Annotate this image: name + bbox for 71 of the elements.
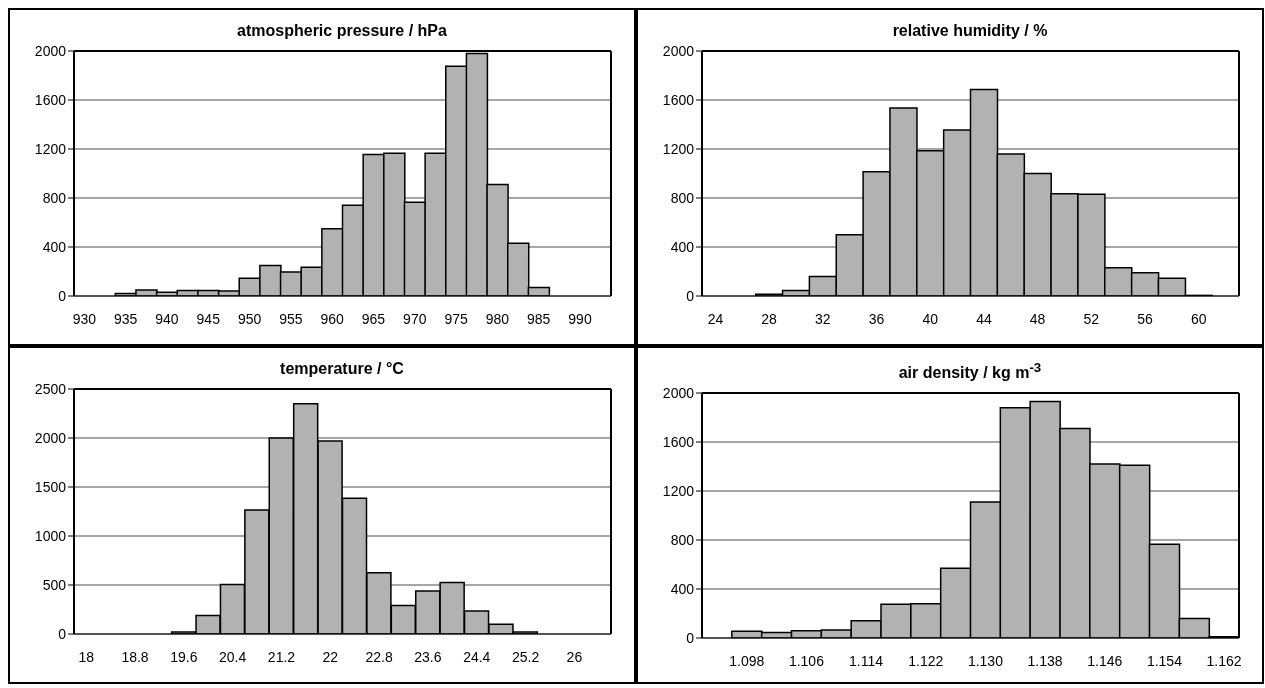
x-tick-label: 18 — [78, 648, 95, 665]
y-tick-label: 1600 — [34, 91, 67, 108]
x-tick-label: 980 — [485, 310, 510, 327]
y-tick-label: 1200 — [662, 483, 695, 500]
x-tick-label: 965 — [361, 310, 386, 327]
y-tick-label: 2000 — [662, 385, 695, 402]
x-tick-label: 22.8 — [365, 648, 393, 665]
y-tick-label: 1000 — [34, 527, 67, 544]
y-tick-label: 2000 — [34, 429, 67, 446]
x-tick-label: 1.106 — [788, 653, 825, 670]
x-tick-label: 935 — [113, 310, 138, 327]
y-tick-label: 800 — [670, 532, 695, 549]
y-tick-label: 2000 — [34, 42, 67, 59]
y-tick-label: 2000 — [662, 42, 695, 59]
y-tick-label: 1600 — [662, 91, 695, 108]
chart-title: atmospheric pressure / hPa — [236, 22, 448, 40]
x-tick-label: 21.2 — [267, 648, 296, 665]
x-tick-label: 1.154 — [1146, 653, 1183, 670]
x-tick-label: 985 — [527, 310, 551, 327]
y-tick-label: 0 — [58, 287, 67, 304]
x-tick-label: 1.146 — [1087, 653, 1123, 670]
y-tick-label: 400 — [670, 581, 695, 598]
x-tick-label: 26 — [566, 648, 583, 665]
x-tick-label: 40 — [922, 310, 939, 327]
x-tick-label: 48 — [1029, 310, 1046, 327]
x-tick-label: 23.6 — [414, 648, 442, 665]
x-tick-label: 18.8 — [121, 648, 149, 665]
x-tick-label: 25.2 — [511, 648, 540, 665]
x-tick-label: 22 — [322, 648, 339, 665]
x-tick-label: 955 — [279, 310, 303, 327]
x-tick-label: 32 — [815, 310, 831, 327]
y-tick-label: 800 — [42, 189, 67, 206]
x-tick-label: 990 — [568, 310, 592, 327]
x-tick-label: 24.4 — [463, 648, 491, 665]
x-tick-label: 970 — [403, 310, 427, 327]
y-tick-label: 0 — [58, 625, 67, 642]
x-tick-label: 1.098 — [729, 653, 765, 670]
y-tick-label: 400 — [42, 238, 67, 255]
x-tick-label: 1.114 — [849, 653, 884, 670]
x-tick-label: 940 — [155, 310, 179, 327]
x-tick-label: 930 — [72, 310, 97, 327]
y-tick-label: 800 — [670, 189, 695, 206]
x-tick-label: 1.162 — [1206, 653, 1242, 670]
x-tick-label: 44 — [976, 310, 992, 327]
y-tick-label: 0 — [686, 287, 695, 304]
y-tick-label: 1200 — [662, 140, 695, 157]
x-tick-label: 1.130 — [967, 653, 1004, 670]
chart-title: relative humidity / % — [891, 22, 1049, 40]
x-tick-label: 960 — [320, 310, 345, 327]
y-tick-label: 1500 — [34, 478, 67, 495]
x-tick-label: 24 — [707, 310, 724, 327]
x-tick-label: 19.6 — [170, 648, 198, 665]
chart-title: temperature / °C — [279, 360, 405, 378]
x-tick-label: 20.4 — [219, 648, 247, 665]
x-tick-label: 28 — [761, 310, 778, 327]
x-tick-label: 60 — [1190, 310, 1207, 327]
chart-title: air density / kg m$^{-3}$ — [897, 360, 1043, 383]
x-tick-label: 1.138 — [1027, 653, 1063, 670]
y-tick-label: 2500 — [34, 380, 67, 397]
x-tick-label: 52 — [1083, 310, 1100, 327]
y-tick-label: 1200 — [34, 140, 67, 157]
x-tick-label: 975 — [444, 310, 468, 327]
x-tick-label: 36 — [868, 310, 885, 327]
x-tick-label: 1.122 — [908, 653, 944, 670]
x-tick-label: 950 — [237, 310, 262, 327]
y-tick-label: 1600 — [662, 434, 695, 451]
y-tick-label: 500 — [42, 576, 67, 593]
y-tick-label: 0 — [686, 630, 695, 647]
x-tick-label: 56 — [1137, 310, 1154, 327]
x-tick-label: 945 — [196, 310, 221, 327]
y-tick-label: 400 — [670, 238, 695, 255]
